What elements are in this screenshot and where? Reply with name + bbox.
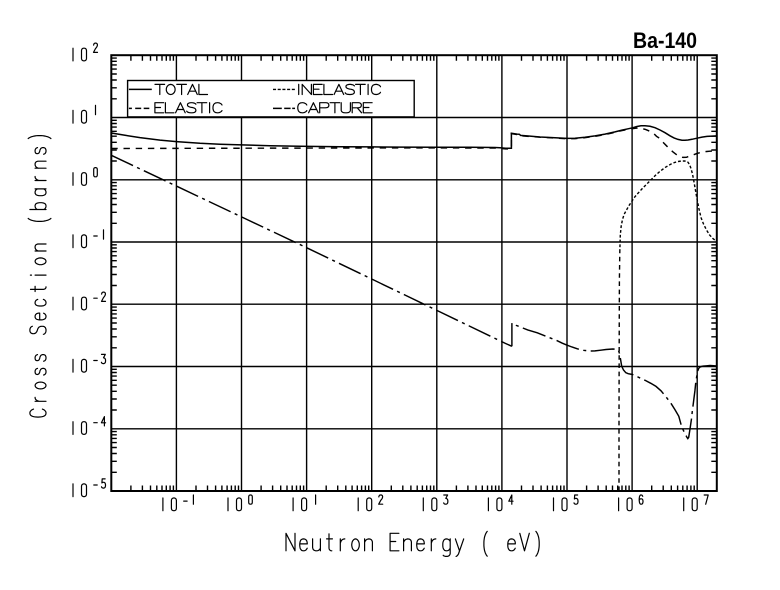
svg-text:Ba-140: Ba-140 — [633, 28, 697, 53]
